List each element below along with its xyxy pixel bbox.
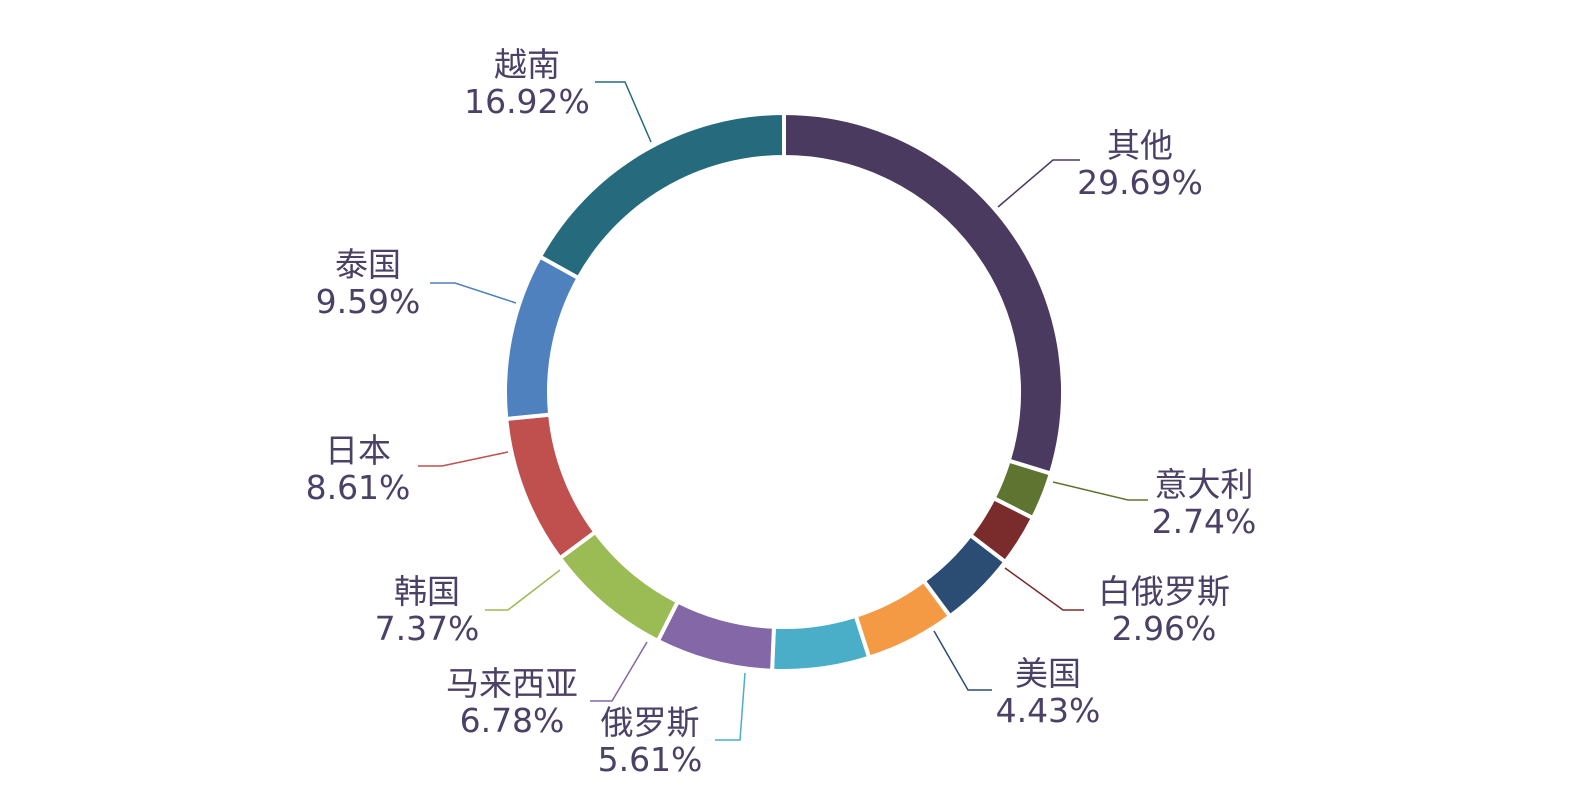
slice-日本 xyxy=(504,412,599,561)
slice-label-name: 越南 xyxy=(494,45,560,84)
leader-line xyxy=(590,641,648,702)
slice-俄罗斯 xyxy=(769,613,872,673)
slice-label-name: 马来西亚 xyxy=(446,664,578,703)
slice-label-value: 16.92% xyxy=(464,82,590,121)
leader-line xyxy=(997,159,1080,208)
slice-label-value: 4.43% xyxy=(996,691,1101,730)
slice-label-value: 29.69% xyxy=(1077,163,1203,202)
slice-韩国 xyxy=(557,529,681,644)
slice-label-value: 9.59% xyxy=(316,282,421,321)
slice-label-name: 美国 xyxy=(1015,654,1081,693)
leader-line xyxy=(1004,567,1084,611)
slice-马来西亚 xyxy=(655,598,777,673)
slice-label-name: 日本 xyxy=(325,431,391,470)
slice-label-value: 7.37% xyxy=(375,609,480,648)
slice-label-name: 白俄罗斯 xyxy=(1098,572,1230,611)
slice-label-name: 俄罗斯 xyxy=(601,703,700,742)
leader-line xyxy=(1052,481,1148,501)
leader-line xyxy=(933,630,992,691)
leader-line xyxy=(430,282,517,304)
slice-label-value: 8.61% xyxy=(306,468,411,507)
slice-越南 xyxy=(537,110,786,281)
leader-line xyxy=(715,672,746,741)
slice-label-name: 其他 xyxy=(1107,126,1173,165)
slice-label-name: 韩国 xyxy=(394,572,460,611)
slice-label-value: 5.61% xyxy=(598,740,703,779)
leader-line xyxy=(485,569,561,611)
slice-泰国 xyxy=(503,253,582,422)
slice-label-value: 6.78% xyxy=(460,701,565,740)
leader-line xyxy=(418,451,509,467)
leader-line xyxy=(595,81,652,143)
slice-其他 xyxy=(782,110,1065,477)
slice-label-name: 意大利 xyxy=(1155,465,1254,504)
chart-slices xyxy=(503,110,1065,673)
slice-label-value: 2.96% xyxy=(1112,609,1217,648)
chart-leader-lines xyxy=(418,81,1148,741)
slice-label-name: 泰国 xyxy=(335,245,401,284)
slice-label-value: 2.74% xyxy=(1152,502,1257,541)
